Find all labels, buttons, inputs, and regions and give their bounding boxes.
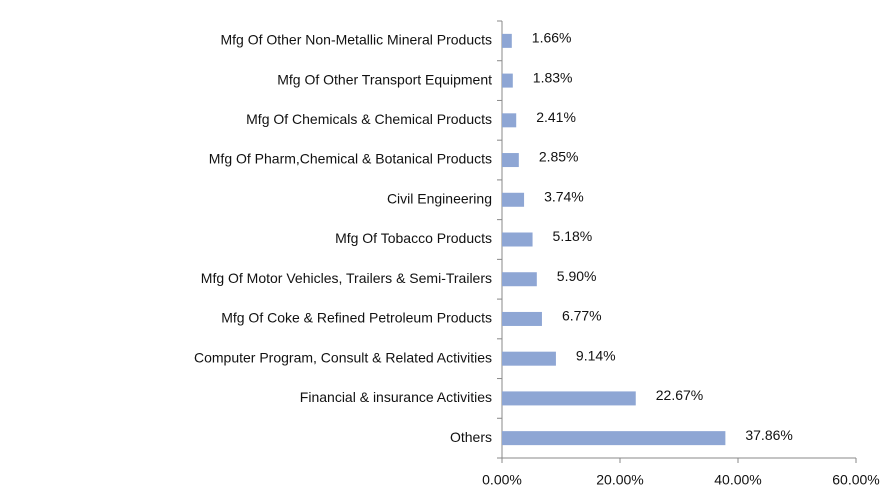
y-tick-label: Financial & insurance Activities [300, 389, 492, 405]
bar [502, 33, 512, 48]
x-tick-label: 0.00% [482, 472, 522, 488]
data-label: 5.18% [553, 228, 593, 244]
data-label: 22.67% [656, 387, 703, 403]
bar [502, 113, 517, 128]
x-tick-label: 40.00% [714, 472, 761, 488]
data-label: 3.74% [544, 188, 584, 204]
data-label: 1.66% [532, 30, 572, 46]
y-tick-label: Mfg Of Chemicals & Chemical Products [246, 111, 492, 127]
data-label: 9.14% [576, 347, 616, 363]
bar [502, 351, 556, 366]
y-tick-label: Mfg Of Other Transport Equipment [277, 71, 492, 87]
x-tick-label: 60.00% [832, 472, 879, 488]
y-tick-label: Mfg Of Tobacco Products [335, 230, 492, 246]
y-tick-label: Mfg Of Other Non-Metallic Mineral Produc… [220, 32, 492, 48]
data-label: 5.90% [557, 268, 597, 284]
y-tick-label: Civil Engineering [387, 190, 492, 206]
bar [502, 272, 537, 287]
bar [502, 192, 525, 207]
bar [502, 153, 519, 168]
bar [502, 431, 726, 446]
y-tick-label: Others [450, 429, 492, 445]
data-label: 1.83% [533, 69, 573, 85]
bar [502, 232, 533, 247]
bar [502, 311, 542, 326]
data-label: 6.77% [562, 308, 602, 324]
bar [502, 73, 513, 88]
x-tick-label: 20.00% [596, 472, 643, 488]
data-label: 2.85% [539, 149, 579, 165]
y-tick-label: Mfg Of Motor Vehicles, Trailers & Semi-T… [201, 270, 492, 286]
y-tick-label: Mfg Of Coke & Refined Petroleum Products [221, 310, 492, 326]
y-tick-label: Computer Program, Consult & Related Acti… [194, 349, 492, 365]
data-label: 37.86% [745, 427, 792, 443]
y-tick-label: Mfg Of Pharm,Chemical & Botanical Produc… [209, 151, 492, 167]
data-label: 2.41% [536, 109, 576, 125]
bar [502, 391, 636, 406]
